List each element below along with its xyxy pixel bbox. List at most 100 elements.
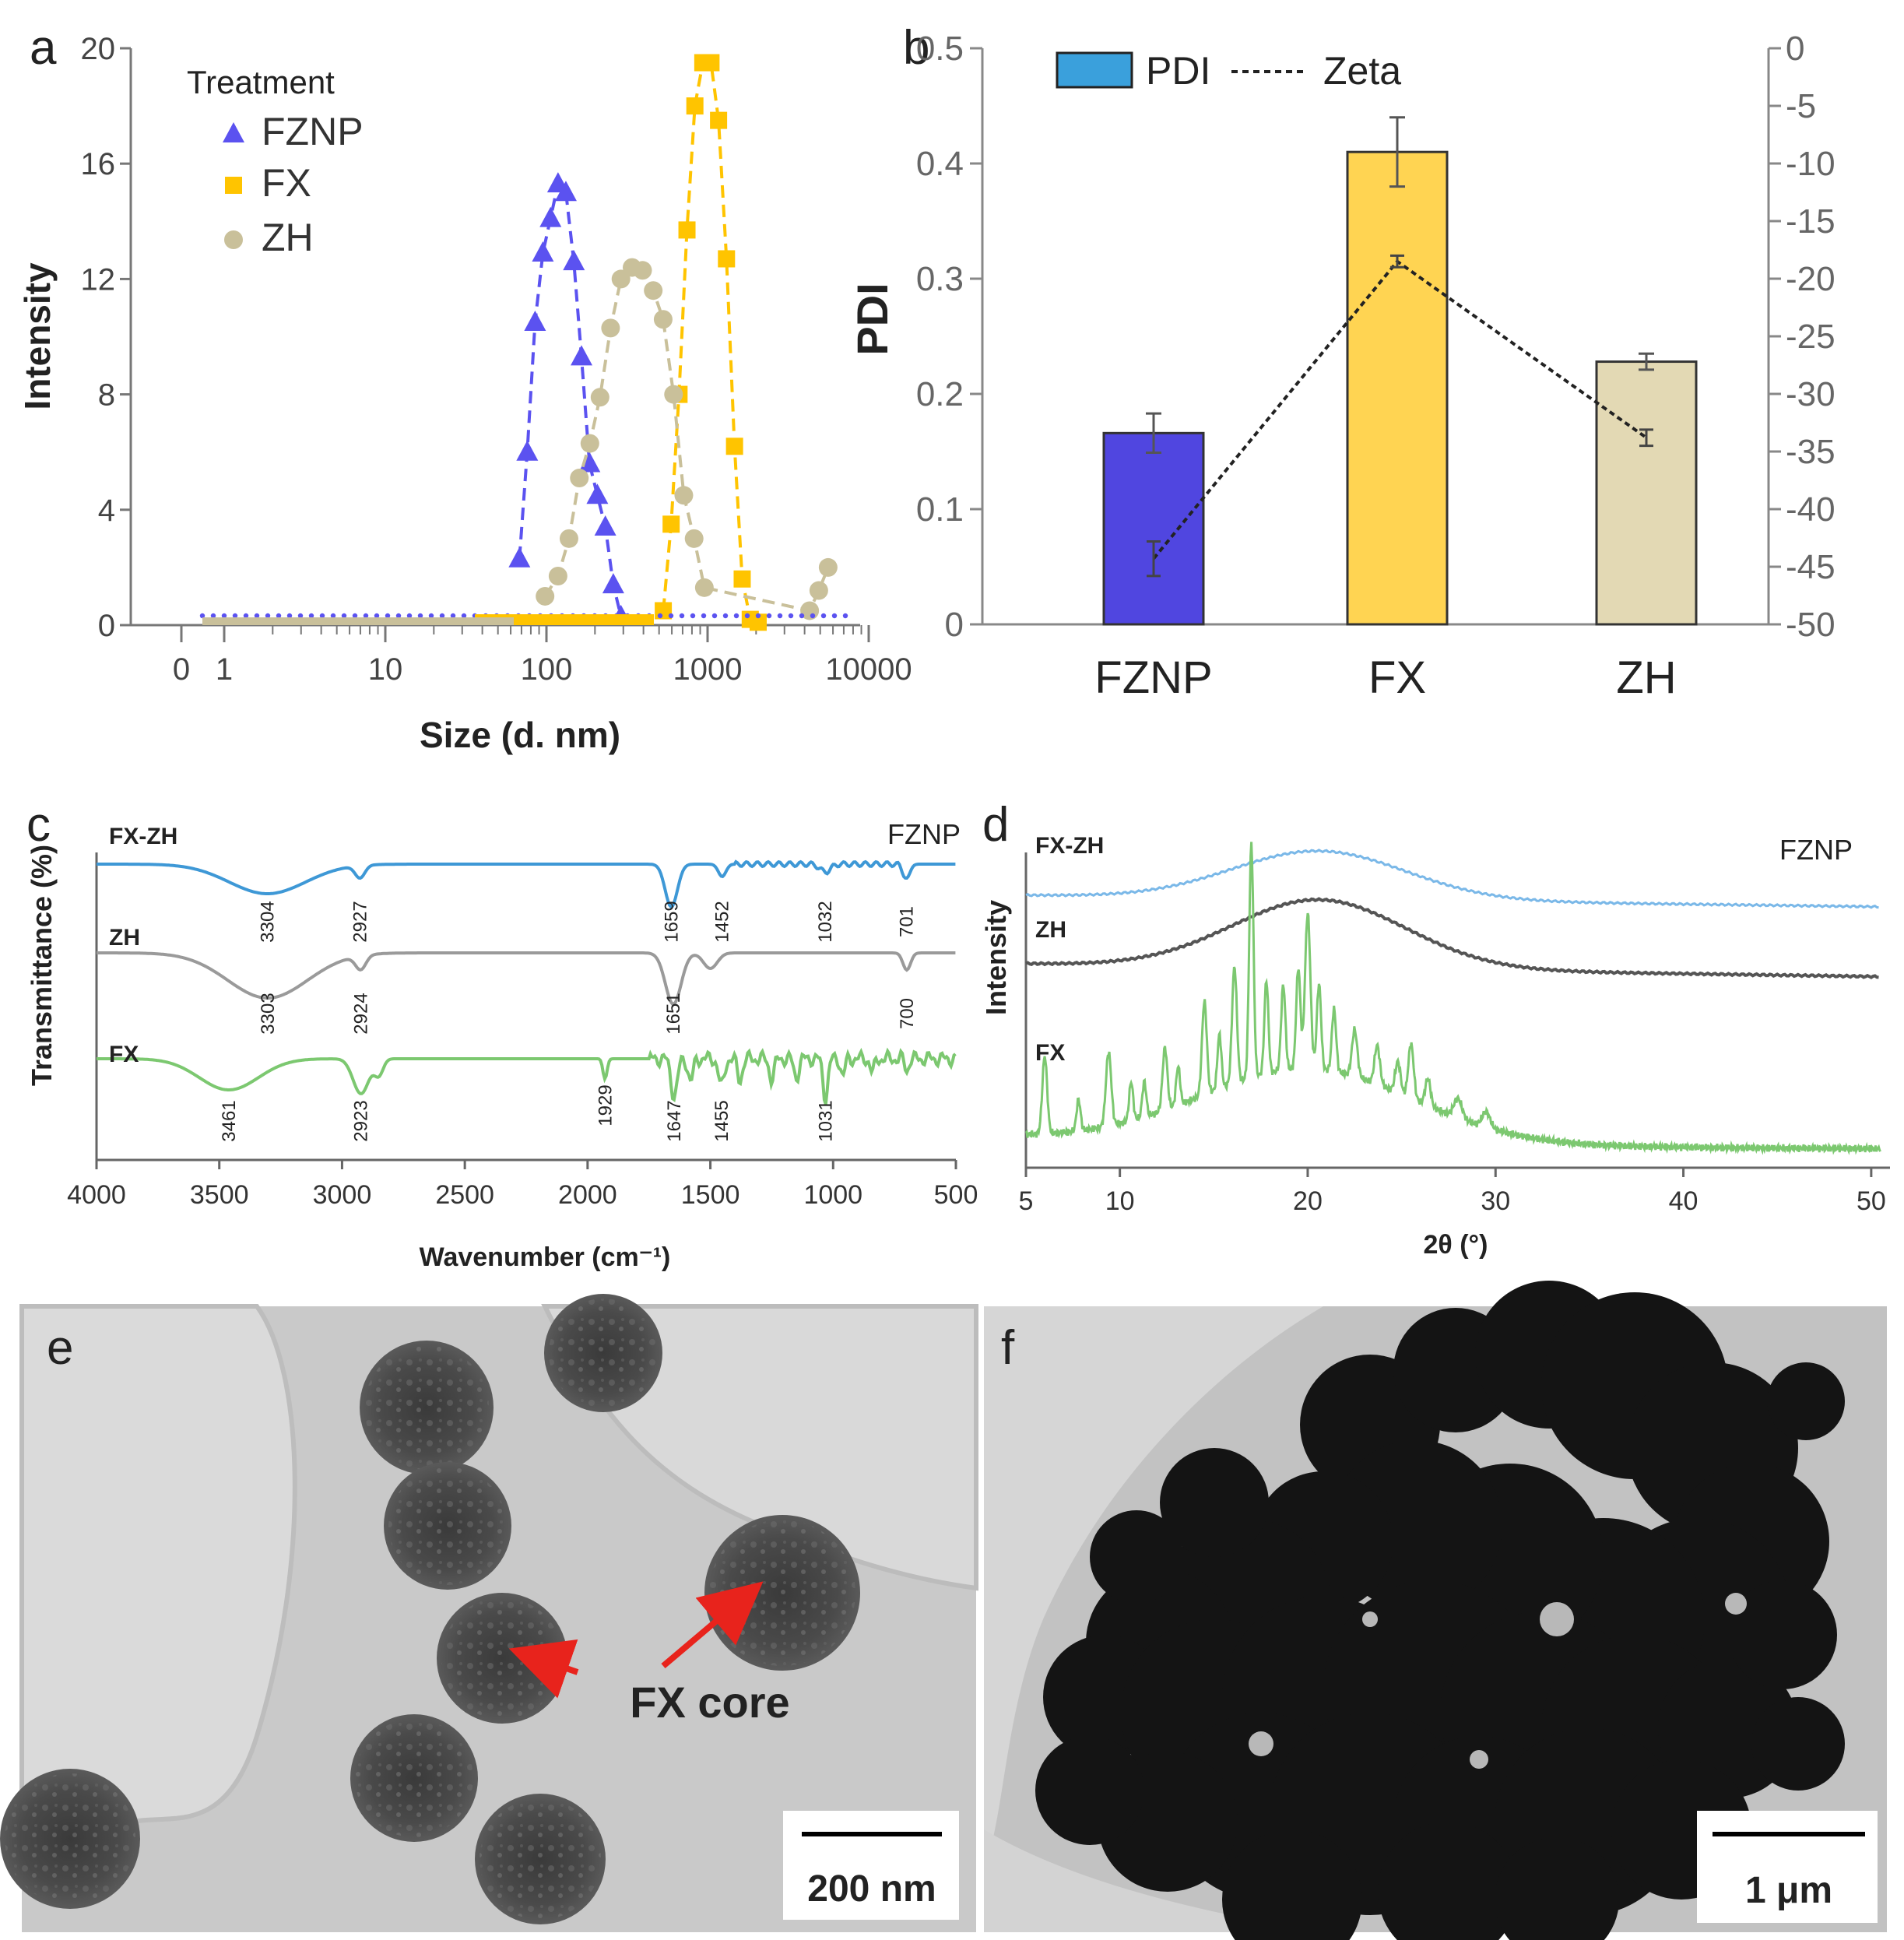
panel-a-baseline-dot xyxy=(439,613,445,619)
panel-b-y2-tick-label: -25 xyxy=(1786,318,1835,356)
panel-a-baseline-dot xyxy=(352,613,358,619)
panel-a-legend-label: ZH xyxy=(262,216,314,259)
panel-a-baseline-dot xyxy=(831,613,838,619)
panel-c-peak-label: 1452 xyxy=(712,901,733,942)
panel-a-baseline-dot xyxy=(232,613,238,619)
panel-a-y-tick-label: 8 xyxy=(98,378,115,413)
panel-b-bar-zh xyxy=(1595,360,1698,626)
panel-a-data-point xyxy=(554,181,577,202)
panel-a-x-tick-label: 1000 xyxy=(673,652,743,687)
panel-e-nanoparticle-core xyxy=(355,1719,473,1837)
panel-b-plot-area xyxy=(1102,116,1698,626)
panel-a-legend-label: FZNP xyxy=(262,110,364,153)
panel-b-y-tick-label: 0.2 xyxy=(916,375,964,413)
panel-e-nanoparticle xyxy=(704,1515,860,1671)
panel-a-baseline-dot xyxy=(210,613,216,619)
panel-f-aggregate xyxy=(1035,1281,1845,1940)
panel-b-y2-tick-label: 0 xyxy=(1786,30,1804,68)
panel-a-data-point xyxy=(664,385,683,404)
panel-f-film-hole-bottom xyxy=(984,1829,1323,1932)
panel-e-nanoparticle xyxy=(384,1462,511,1590)
panel-f-aggregate-blob xyxy=(1751,1697,1845,1791)
panel-a-data-point xyxy=(602,573,624,594)
panel-c-y-axis-label: Transmittance (%) xyxy=(26,845,58,1086)
panel-b-x-tick-label: FZNP xyxy=(1094,652,1212,703)
legend-label-pdi: PDI xyxy=(1146,49,1210,93)
panel-a-data-point xyxy=(674,486,694,505)
panel-a-data-point xyxy=(644,281,663,300)
panel-a-data-point xyxy=(678,221,696,239)
panel-b-y-axis-label: PDI xyxy=(848,283,897,355)
panel-b-y2-tick-label: -10 xyxy=(1786,145,1835,183)
panel-letter-f: f xyxy=(1001,1321,1015,1375)
panel-a-baseline-dot xyxy=(363,613,369,619)
panel-d-x-axis-label: 2θ (°) xyxy=(1424,1230,1488,1260)
panel-a-baseline-dot xyxy=(406,613,413,619)
panel-a-data-point xyxy=(725,438,743,455)
panel-a-baseline-dot xyxy=(374,613,380,619)
panel-a-series-zh xyxy=(536,258,838,620)
panel-d-xrd: d 5 10 20 30 40 50 2θ (°) Intensity FZNP FX-Z… xyxy=(980,798,1890,1260)
panel-b-x-tick-label: ZH xyxy=(1616,652,1676,703)
panel-a-data-point xyxy=(532,241,554,262)
panel-c-ftir: c 4000 3500 3000 2500 2000 1500 1000 500 3304 29… xyxy=(26,798,978,1272)
panel-d-x-tick-label: 30 xyxy=(1481,1186,1510,1216)
panel-a-baseline-fx xyxy=(475,614,654,625)
panel-b-x-tick-label: FX xyxy=(1368,652,1426,703)
panel-c-peak-label: 1455 xyxy=(711,1100,732,1141)
panel-a-legend: Treatment FZNP FX ZH xyxy=(187,64,364,259)
panel-a-data-point xyxy=(686,97,704,115)
panel-a-x-axis-label: Size (d. nm) xyxy=(420,715,620,755)
panel-e-nanoparticle xyxy=(475,1794,606,1924)
panel-c-peak-label: 1032 xyxy=(815,901,836,942)
panel-e-tem-nanoparticles: e FX core 200 nm xyxy=(0,1294,978,1932)
panel-d-x-tick-label: 5 xyxy=(1019,1186,1034,1216)
panel-a-baseline-dot xyxy=(679,613,685,619)
panel-f-aggregate-blob xyxy=(1090,1510,1183,1604)
panel-d-corner-label: FZNP xyxy=(1779,834,1853,866)
panel-c-peak-label: 2923 xyxy=(351,1100,372,1141)
panel-c-plot-area: 3304 2927 1659 1452 1032 701 3303 2924 1651 700 34… xyxy=(97,859,957,1142)
panel-c-axes: 4000 3500 3000 2500 2000 1500 1000 500 xyxy=(67,852,978,1210)
panel-a-y-tick-label: 0 xyxy=(98,609,115,643)
panel-a-baseline-dot xyxy=(221,613,227,619)
panel-c-x-tick-label: 2500 xyxy=(435,1180,494,1210)
panel-a-data-point xyxy=(594,515,617,536)
legend-label-zeta: Zeta xyxy=(1323,49,1401,93)
panel-d-x-tick-label: 10 xyxy=(1105,1186,1135,1216)
panel-a-baseline-dot xyxy=(265,613,271,619)
panel-c-peak-label: 3461 xyxy=(219,1100,240,1141)
panel-a-data-point xyxy=(749,613,767,631)
panel-b-y2-tick-label: -15 xyxy=(1786,202,1835,241)
panel-a-data-point xyxy=(733,570,751,588)
panel-a-baseline-dot xyxy=(199,613,206,619)
panel-e-nanoparticle-core xyxy=(388,1467,507,1585)
panel-e-annotation-fx-core: FX core xyxy=(630,1678,789,1727)
panel-a-data-point xyxy=(662,515,680,533)
panel-c-peak-label: 1031 xyxy=(816,1100,837,1141)
panel-a-y-axis-label: Intensity xyxy=(17,262,58,410)
panel-f-aggregate-blob xyxy=(1035,1736,1144,1845)
panel-b-y-tick-label: 0 xyxy=(945,606,964,644)
panel-c-x-tick-label: 3500 xyxy=(190,1180,249,1210)
panel-e-nanoparticle-core xyxy=(549,1299,658,1408)
panel-a-data-point xyxy=(809,581,828,600)
panel-d-plot-area xyxy=(1024,842,1881,1155)
panel-c-corner-label: FZNP xyxy=(887,818,961,850)
panel-a-baseline-dot xyxy=(319,613,325,619)
panel-c-x-axis-label: Wavenumber (cm⁻¹) xyxy=(420,1242,671,1272)
panel-a-y-tick-label: 16 xyxy=(81,147,116,181)
panel-f-aggregate-gap xyxy=(1725,1593,1747,1615)
panel-a-legend-marker xyxy=(225,177,242,194)
panel-f-film-hole-left xyxy=(984,1306,1323,1868)
panel-b-y2-tick-label: -40 xyxy=(1786,490,1835,529)
panel-a-data-point xyxy=(611,269,631,289)
panel-a-y-tick-label: 12 xyxy=(81,262,116,297)
panel-d-axes: 5 10 20 30 40 50 xyxy=(1019,852,1890,1216)
panel-b-axes: 00.10.20.30.40.5-50-45-40-35-30-25-20-15… xyxy=(916,30,1835,703)
panel-d-y-axis-label: Intensity xyxy=(980,900,1012,1015)
panel-b-y2-tick-label: -20 xyxy=(1786,260,1835,298)
panel-a-data-point xyxy=(548,567,567,586)
